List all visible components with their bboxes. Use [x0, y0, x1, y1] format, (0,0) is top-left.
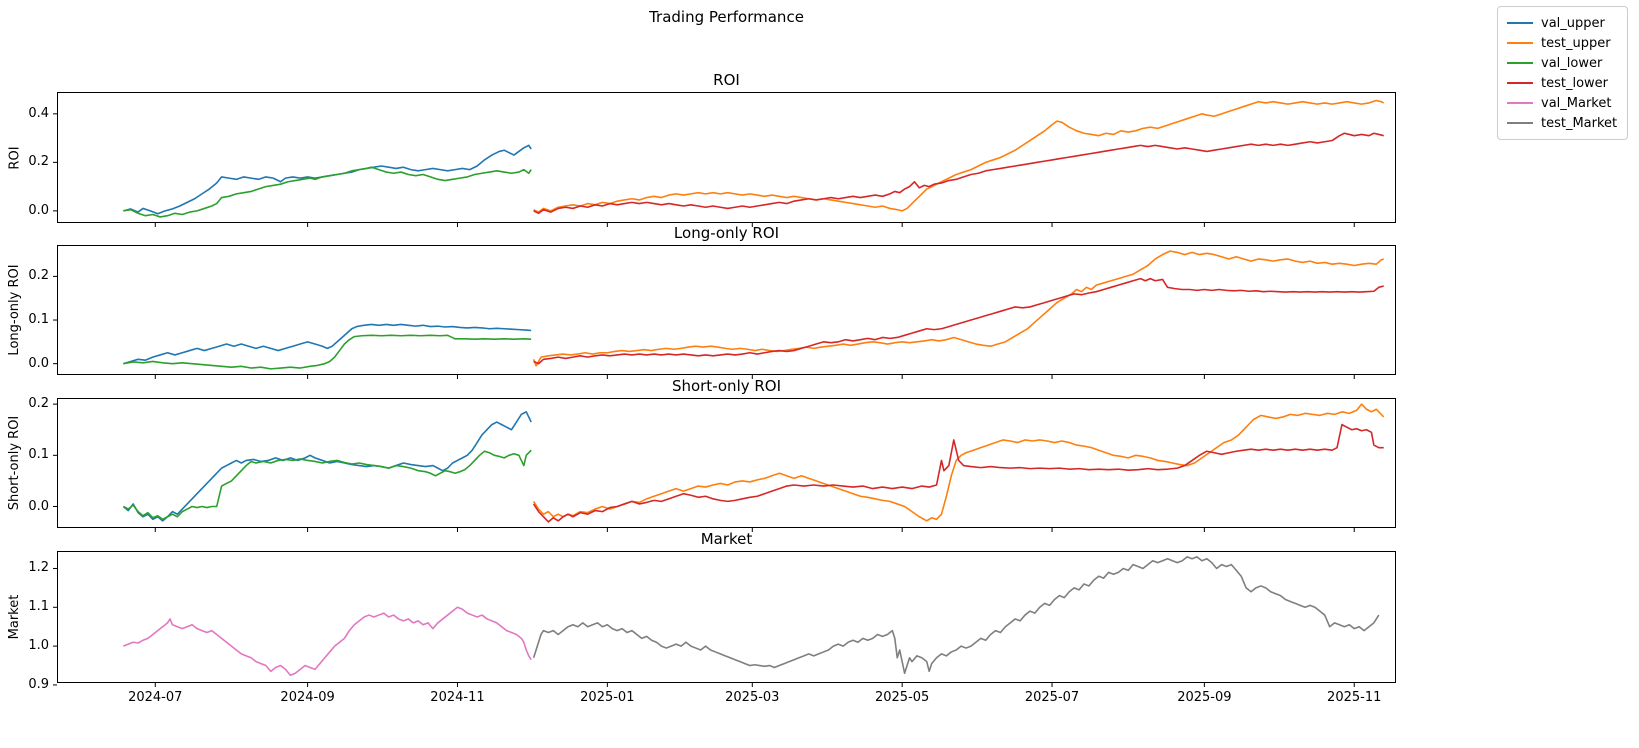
line-test_Market	[532, 556, 1380, 675]
subplot-title-market: Market	[700, 530, 753, 548]
y-tick-label: 1.0	[28, 638, 49, 654]
line-val_Market	[123, 606, 532, 677]
legend-line-icon	[1507, 22, 1533, 24]
line-val_upper	[122, 411, 532, 522]
line-test_lower	[532, 423, 1384, 523]
plot-border	[57, 551, 1396, 683]
x-tick-label: 2025-03	[725, 690, 780, 705]
x-tick-label: 2025-09	[1177, 690, 1232, 705]
line-test_upper	[532, 250, 1384, 367]
legend-item-test_lower: test_lower	[1507, 73, 1617, 93]
legend-item-test_upper: test_upper	[1507, 33, 1617, 53]
line-test_lower	[533, 132, 1384, 215]
x-tick-label: 2025-11	[1327, 690, 1382, 705]
plot-border	[57, 245, 1396, 375]
legend-item-test_Market: test_Market	[1507, 113, 1617, 133]
subplot-title-roi: ROI	[713, 71, 740, 89]
line-val_upper	[123, 323, 532, 365]
legend-label: val_lower	[1541, 55, 1603, 71]
legend-label: test_Market	[1541, 115, 1618, 131]
legend-label: val_Market	[1541, 95, 1612, 111]
plot-border	[57, 92, 1396, 223]
y-tick-label: 0.1	[28, 312, 49, 328]
line-test_lower	[533, 277, 1384, 365]
subplot-short-only-roi	[53, 398, 1396, 532]
subplot-market	[53, 551, 1396, 687]
legend-line-icon	[1507, 102, 1533, 104]
legend-item-val_Market: val_Market	[1507, 93, 1617, 113]
plot-border	[57, 398, 1396, 528]
tick-marks	[53, 403, 1355, 532]
legend-line-icon	[1507, 122, 1533, 124]
subplot-title-long-only-roi: Long-only ROI	[673, 224, 780, 242]
line-val_lower	[123, 166, 532, 218]
line-test_upper	[533, 99, 1385, 213]
y-tick-label: 0.1	[28, 447, 49, 463]
legend-item-val_upper: val_upper	[1507, 13, 1617, 33]
subplot-roi	[53, 92, 1396, 227]
y-tick-label: 0.2	[28, 268, 49, 284]
legend-line-icon	[1507, 42, 1533, 44]
tick-marks	[53, 275, 1355, 379]
y-tick-label: 0.0	[28, 355, 49, 371]
subplot-title-short-only-roi: Short-only ROI	[671, 377, 782, 395]
x-tick-label: 2024-09	[280, 690, 335, 705]
x-tick-label: 2024-11	[430, 690, 485, 705]
y-tick-label: 0.2	[28, 396, 49, 412]
figure-title: Trading Performance	[649, 8, 804, 26]
legend-label: val_upper	[1541, 15, 1605, 31]
x-tick-label: 2025-05	[874, 690, 930, 705]
legend-label: test_lower	[1541, 75, 1609, 91]
legend-line-icon	[1507, 82, 1533, 84]
y-tick-label: 1.2	[28, 560, 49, 576]
y-tick-label: 0.9	[28, 676, 49, 692]
legend-item-val_lower: val_lower	[1507, 53, 1617, 73]
x-tick-label: 2025-01	[580, 690, 635, 705]
subplot-long-only-roi	[53, 245, 1396, 379]
legend-label: test_upper	[1541, 35, 1611, 51]
line-val_lower	[122, 449, 532, 521]
y-tick-label: 0.0	[28, 202, 49, 218]
y-tick-label: 0.2	[28, 154, 49, 170]
line-val_upper	[123, 144, 532, 215]
y-tick-label: 0.0	[28, 498, 49, 514]
y-tick-label: 1.1	[28, 599, 49, 615]
x-tick-label: 2025-07	[1024, 690, 1080, 705]
legend-line-icon	[1507, 62, 1533, 64]
line-test_upper	[532, 403, 1385, 522]
y-tick-label: 0.4	[28, 105, 49, 121]
tick-marks	[53, 113, 1355, 227]
tick-marks	[53, 567, 1355, 687]
x-tick-label: 2024-07	[128, 690, 183, 705]
line-val_lower	[123, 334, 532, 370]
